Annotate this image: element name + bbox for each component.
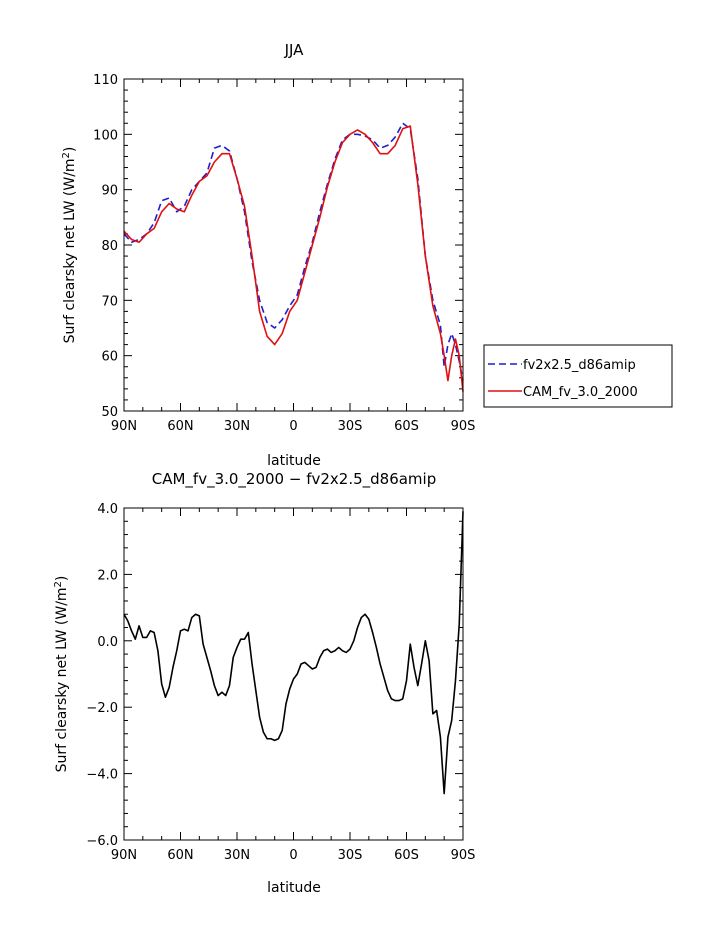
bottom-x-tick-label: 60N	[167, 848, 193, 863]
bottom-x-axis-label: latitude	[267, 880, 321, 896]
bottom-chart-title: CAM_fv_3.0_2000 − fv2x2.5_d86amip	[152, 470, 437, 489]
top-y-tick-label: 50	[101, 405, 118, 420]
top-plot-frame	[123, 78, 464, 412]
legend-label-fv2x2.5: fv2x2.5_d86amip	[523, 358, 636, 373]
top-chart-title: JJA	[284, 41, 305, 59]
bottom-y-tick-label: 4.0	[97, 502, 118, 517]
bottom-y-tick-label: −6.0	[86, 834, 118, 849]
bottom-x-tick-label: 30N	[224, 848, 250, 863]
top-chart: JJA 50 60 70 80 90 100 110 90N 60N 30N 0 30S 60S 90S…	[61, 41, 476, 469]
top-series-line-0	[123, 122, 464, 381]
top-plot-series	[123, 122, 464, 392]
top-x-tick-label: 60N	[167, 419, 193, 434]
top-x-tick-label: 60S	[394, 419, 419, 434]
bottom-x-tick-label: 0	[289, 848, 297, 863]
bottom-y-axis-label: Surf clearsky net LW (W/m2)	[53, 576, 71, 773]
top-y-tick-label: 60	[101, 350, 118, 365]
bottom-y-tick-label: −2.0	[86, 701, 118, 716]
legend: fv2x2.5_d86amip CAM_fv_3.0_2000	[483, 344, 673, 408]
bottom-x-tick-label: 30S	[338, 848, 363, 863]
top-y-tick-label: 90	[101, 184, 118, 199]
top-y-tick-label: 100	[93, 128, 118, 143]
top-x-tick-label: 30N	[224, 419, 250, 434]
top-y-tick-label: 70	[101, 294, 118, 309]
bottom-plot-frame	[123, 507, 464, 841]
top-x-tick-label: 0	[289, 419, 297, 434]
top-x-tick-label: 90S	[451, 419, 476, 434]
top-y-axis-label: Surf clearsky net LW (W/m2)	[61, 147, 79, 344]
bottom-x-tick-label: 60S	[394, 848, 419, 863]
bottom-chart: CAM_fv_3.0_2000 − fv2x2.5_d86amip −6.0 −4…	[53, 470, 476, 896]
bottom-x-axis: 90N 60N 30N 0 30S 60S 90S	[111, 508, 476, 863]
legend-label-cam: CAM_fv_3.0_2000	[523, 385, 638, 400]
bottom-y-tick-label: 2.0	[97, 568, 118, 583]
bottom-x-tick-label: 90N	[111, 848, 137, 863]
bottom-plot-series	[123, 511, 464, 795]
top-series-line-1	[123, 125, 464, 392]
bottom-x-tick-label: 90S	[451, 848, 476, 863]
top-x-tick-label: 90N	[111, 419, 137, 434]
top-x-axis-label: latitude	[267, 453, 321, 469]
top-x-tick-label: 30S	[338, 419, 363, 434]
bottom-series-line-0	[123, 511, 464, 795]
bottom-y-tick-label: −4.0	[86, 768, 118, 783]
legend-box	[483, 344, 673, 408]
top-x-axis: 90N 60N 30N 0 30S 60S 90S	[111, 79, 476, 434]
top-y-axis: 50 60 70 80 90 100 110	[93, 73, 463, 420]
top-y-tick-label: 80	[101, 239, 118, 254]
bottom-y-tick-label: 0.0	[97, 635, 118, 650]
top-y-tick-label: 110	[93, 73, 118, 88]
